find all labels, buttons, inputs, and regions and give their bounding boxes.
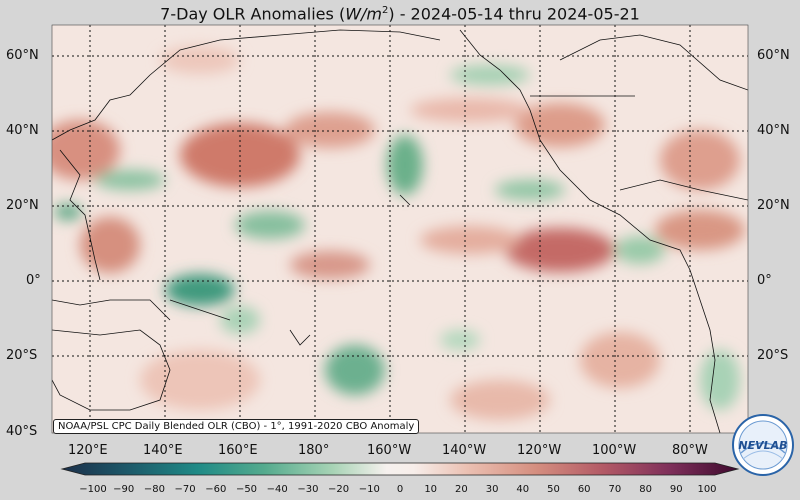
- colorbar-tick-label: 30: [485, 484, 499, 495]
- title-unit-exponent: 2: [381, 5, 389, 16]
- lat-label-20n-right: 20°N: [757, 198, 790, 213]
- lon-label-140w: 140°W: [442, 443, 487, 458]
- title-rest: ) - 2024-05-14 thru 2024-05-21: [388, 4, 640, 24]
- colorbar-tick-label: 90: [669, 484, 683, 495]
- colorbar-tick-label: 70: [608, 484, 622, 495]
- logo-text: NEVLAB: [738, 439, 787, 452]
- colorbar-tick-label: −70: [174, 484, 196, 495]
- lat-label-40n-left: 40°N: [6, 123, 39, 138]
- title-unit: W/m: [345, 4, 382, 24]
- colorbar-tick-label: −20: [328, 484, 350, 495]
- lon-label-140e: 140°E: [143, 443, 183, 458]
- lon-label-100w: 100°W: [592, 443, 637, 458]
- colorbar-tick-label: 0: [396, 484, 404, 495]
- colorbar-tick-label: 50: [547, 484, 560, 495]
- data-source-credit: NOAA/PSL CPC Daily Blended OLR (CBO) - 1…: [53, 419, 420, 434]
- lat-label-20s-left: 20°S: [6, 348, 38, 363]
- colorbar-tick-label: 100: [697, 484, 717, 495]
- lon-label-120w: 120°W: [517, 443, 562, 458]
- lat-label-60n-left: 60°N: [6, 48, 39, 63]
- colorbar-tick-label: −60: [205, 484, 227, 495]
- colorbar-tick-label: −100: [79, 484, 107, 495]
- lat-label-20n-left: 20°N: [6, 198, 39, 213]
- lat-label-40n-right: 40°N: [757, 123, 790, 138]
- colorbar-tick-label: −90: [113, 484, 135, 495]
- lat-label-40s-left: 40°S: [6, 424, 38, 439]
- colorbar-tick-label: 60: [577, 484, 591, 495]
- graticule: [52, 25, 748, 433]
- lon-label-80w: 80°W: [672, 443, 708, 458]
- nevlab-logo: NEVLAB: [732, 414, 794, 476]
- coastlines: [52, 29, 748, 433]
- colorbar-tick-label: −30: [297, 484, 319, 495]
- colorbar-tick-label: −10: [358, 484, 380, 495]
- lat-label-eq-left: 0°: [26, 273, 41, 288]
- lon-label-160e: 160°E: [218, 443, 258, 458]
- colorbar-tick-label: −40: [266, 484, 288, 495]
- lon-label-120e: 120°E: [68, 443, 108, 458]
- title-main: 7-Day OLR Anomalies (: [160, 4, 346, 24]
- lat-label-eq-right: 0°: [757, 273, 772, 288]
- colorbar-tick-label: 80: [639, 484, 652, 495]
- lat-label-20s-right: 20°S: [757, 348, 789, 363]
- anomaly-field: [52, 25, 748, 433]
- lon-label-160w: 160°W: [367, 443, 412, 458]
- lon-label-180: 180°: [298, 443, 330, 458]
- colorbar-gradient: [60, 462, 740, 476]
- colorbar-tick-label: 40: [516, 484, 530, 495]
- colorbar-tick-label: 10: [424, 484, 438, 495]
- colorbar-tick-label: −50: [235, 484, 258, 495]
- colorbar-tick-label: 20: [455, 484, 468, 495]
- map-title: 7-Day OLR Anomalies (W/m2) - 2024-05-14 …: [0, 0, 800, 24]
- colorbar-tick-label: −80: [143, 484, 165, 495]
- lat-label-60n-right: 60°N: [757, 48, 790, 63]
